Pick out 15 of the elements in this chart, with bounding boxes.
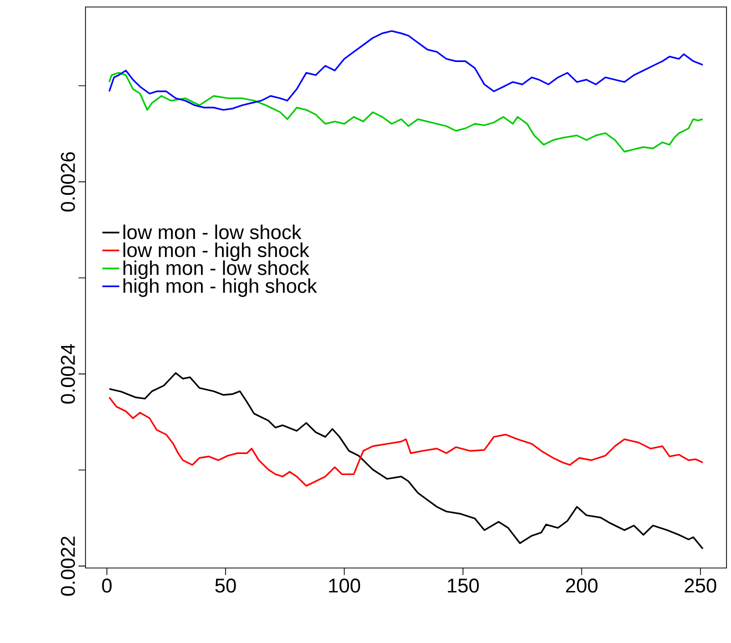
y-tick-label: 0.0022 xyxy=(60,536,75,596)
x-tick-label: 150 xyxy=(448,578,479,593)
x-tick-label: 50 xyxy=(215,578,236,593)
legend-label: high mon - low shock xyxy=(123,260,310,280)
y-tick-label: 0.0026 xyxy=(60,152,75,212)
legend-label: low mon - high shock xyxy=(123,242,310,262)
line-series xyxy=(108,372,704,550)
x-tick-label: 0 xyxy=(102,578,112,593)
legend-label: low mon - low shock xyxy=(123,224,302,240)
line-series xyxy=(108,396,704,487)
legend-label: high mon - high shock xyxy=(123,278,318,297)
x-tick-label: 250 xyxy=(684,578,716,593)
y-tick-label: 0.0024 xyxy=(60,344,75,404)
x-tick-label: 100 xyxy=(329,578,360,593)
x-tick-label: 200 xyxy=(566,578,598,593)
